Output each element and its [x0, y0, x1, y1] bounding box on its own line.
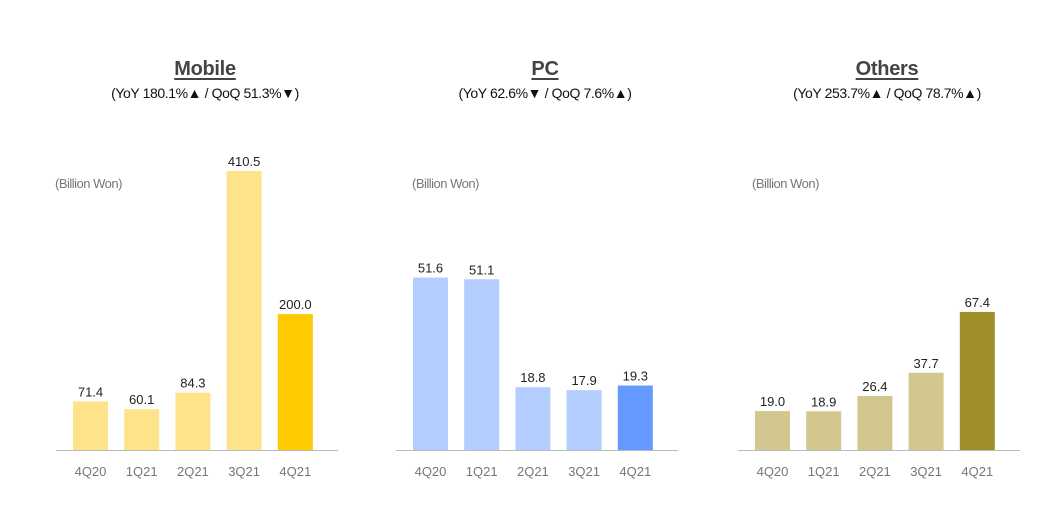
- x-tick-label-4Q20: 4Q20: [415, 464, 447, 479]
- bar-1Q21: [806, 411, 842, 450]
- x-tick-label-1Q21: 1Q21: [126, 464, 158, 479]
- bar-3Q21: [566, 390, 602, 450]
- bar-4Q20: [413, 277, 448, 450]
- bar-4Q20: [755, 411, 790, 450]
- pc-title: PC: [531, 58, 559, 80]
- value-label-2Q21: 84.3: [180, 376, 205, 391]
- bar-4Q20: [73, 401, 108, 450]
- others-unit-label: (Billion Won): [752, 176, 819, 191]
- value-label-4Q21: 67.4: [965, 295, 990, 310]
- x-tick-label-3Q21: 3Q21: [228, 464, 260, 479]
- mobile-subtitle: (YoY 180.1%▲ / QoQ 51.3%▼): [111, 85, 299, 101]
- pc-panel: PC (YoY 62.6%▼ / QoQ 7.6%▲) (Billion Won…: [380, 0, 710, 508]
- value-label-3Q21: 410.5: [228, 154, 261, 169]
- value-label-4Q20: 71.4: [78, 384, 103, 399]
- pc-subtitle: (YoY 62.6%▼ / QoQ 7.6%▲): [458, 85, 632, 101]
- bar-1Q21: [464, 279, 500, 450]
- x-tick-label-4Q20: 4Q20: [757, 464, 789, 479]
- value-label-4Q21: 19.3: [623, 369, 648, 384]
- others-bar-chart: 19.0 4Q20 18.9 1Q21 26.4 2Q21 37.7 3Q21 67.4 4Q21: [738, 295, 1020, 479]
- value-label-3Q21: 17.9: [571, 373, 596, 388]
- value-label-4Q20: 51.6: [418, 261, 443, 276]
- bar-2Q21: [175, 392, 211, 450]
- x-tick-label-4Q20: 4Q20: [75, 464, 107, 479]
- others-title: Others: [855, 58, 919, 80]
- bar-4Q21: [617, 385, 653, 450]
- pc-unit-label: (Billion Won): [412, 176, 479, 191]
- value-label-2Q21: 26.4: [862, 379, 887, 394]
- x-tick-label-3Q21: 3Q21: [910, 464, 942, 479]
- bar-4Q21: [959, 311, 995, 450]
- x-tick-label-4Q21: 4Q21: [961, 464, 993, 479]
- value-label-1Q21: 60.1: [129, 392, 154, 407]
- value-label-4Q20: 19.0: [760, 394, 785, 409]
- pc-bar-chart: 51.6 4Q20 51.1 1Q21 18.8 2Q21 17.9 3Q21 19.3 4Q21: [396, 261, 678, 479]
- x-tick-label-4Q21: 4Q21: [279, 464, 311, 479]
- value-label-1Q21: 18.9: [811, 394, 836, 409]
- bar-2Q21: [515, 387, 551, 450]
- x-tick-label-1Q21: 1Q21: [466, 464, 498, 479]
- mobile-unit-label: (Billion Won): [55, 176, 122, 191]
- value-label-3Q21: 37.7: [913, 356, 938, 371]
- value-label-4Q21: 200.0: [279, 297, 312, 312]
- bar-3Q21: [226, 171, 262, 450]
- x-tick-label-2Q21: 2Q21: [859, 464, 891, 479]
- others-subtitle: (YoY 253.7%▲ / QoQ 78.7%▲): [793, 85, 981, 101]
- mobile-bar-chart: 71.4 4Q20 60.1 1Q21 84.3 2Q21 410.5 3Q21 200.0 4Q…: [56, 154, 338, 479]
- value-label-1Q21: 51.1: [469, 262, 494, 277]
- x-tick-label-1Q21: 1Q21: [808, 464, 840, 479]
- x-tick-label-4Q21: 4Q21: [619, 464, 651, 479]
- mobile-title: Mobile: [174, 58, 236, 80]
- value-label-2Q21: 18.8: [520, 370, 545, 385]
- bar-3Q21: [908, 372, 944, 450]
- x-tick-label-2Q21: 2Q21: [177, 464, 209, 479]
- others-panel: Others (YoY 253.7%▲ / QoQ 78.7%▲) (Billi…: [722, 0, 1047, 508]
- x-tick-label-3Q21: 3Q21: [568, 464, 600, 479]
- x-tick-label-2Q21: 2Q21: [517, 464, 549, 479]
- bar-1Q21: [124, 409, 160, 450]
- bar-2Q21: [857, 395, 893, 450]
- bar-4Q21: [277, 314, 313, 450]
- mobile-panel: Mobile (YoY 180.1%▲ / QoQ 51.3%▼) (Billi…: [40, 0, 370, 508]
